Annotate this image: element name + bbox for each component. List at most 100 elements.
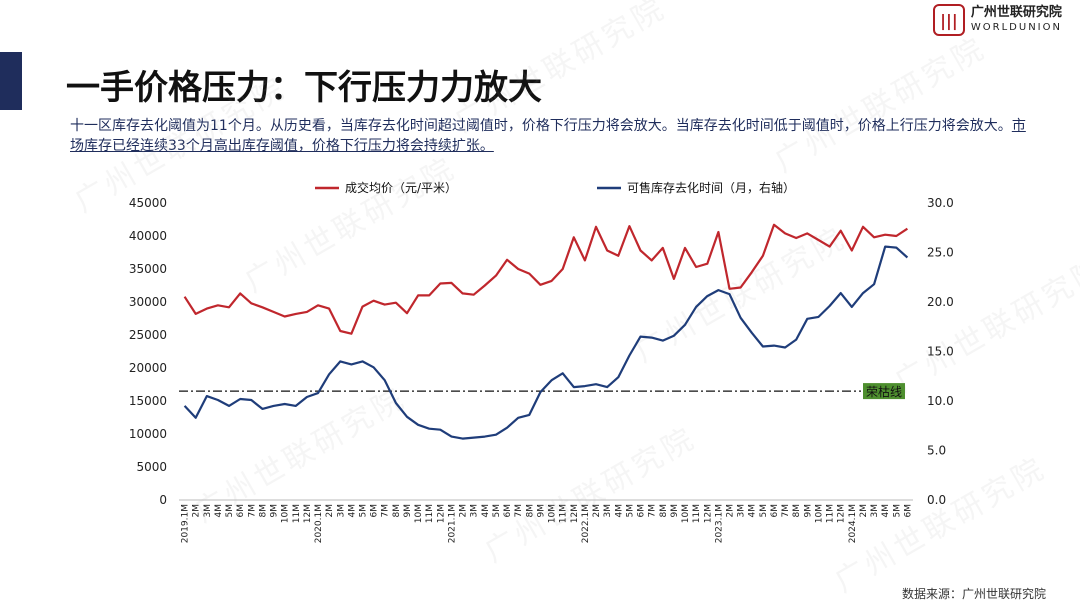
y-right-tick-label: 10.0	[927, 394, 954, 408]
x-tick-label: 3M	[336, 504, 346, 518]
x-tick-label: 9M	[536, 504, 546, 518]
x-tick-label: 4M	[748, 504, 758, 518]
y-left-tick-label: 15000	[129, 394, 167, 408]
y-left-tick-label: 20000	[129, 361, 167, 375]
x-tick-label: 6M	[370, 504, 380, 518]
y-left-tick-label: 10000	[129, 427, 167, 441]
x-tick-label: 2019.1M	[181, 504, 191, 543]
x-tick-label: 7M	[648, 504, 658, 518]
x-tick-label: 8M	[792, 504, 802, 518]
data-source: 数据来源：广州世联研究院	[901, 587, 1046, 601]
x-tick-label: 2024.1M	[848, 504, 858, 543]
x-tick-label: 6M	[236, 504, 246, 518]
x-tick-label: 9M	[803, 504, 813, 518]
threshold-label: 荣枯线	[866, 384, 902, 399]
company-logo: ||| 广州世联研究院 WORLDUNION	[932, 4, 1062, 36]
legend-label-price: 成交均价（元/平米）	[345, 180, 457, 195]
x-tick-label: 5M	[492, 504, 502, 517]
y-left-tick-label: 0	[159, 493, 167, 507]
x-tick-label: 11M	[425, 504, 435, 523]
x-tick-label: 2M	[726, 504, 736, 518]
series-line-inventory	[183, 245, 909, 440]
x-tick-label: 7M	[247, 504, 257, 518]
x-tick-label: 10M	[681, 504, 691, 523]
x-tick-label: 10M	[548, 504, 558, 523]
intro-text: 十一区库存去化阈值为11个月。从历史看，当库存去化时间超过阈值时，价格下行压力将…	[70, 116, 1030, 156]
x-tick-label: 11M	[692, 504, 702, 523]
x-tick-label: 10M	[814, 504, 824, 523]
x-tick-label: 7M	[514, 504, 524, 518]
x-tick-label: 9M	[403, 504, 413, 518]
x-tick-label: 6M	[637, 504, 647, 518]
threshold-label-bg	[863, 383, 905, 400]
y-right-tick-label: 25.0	[927, 246, 954, 260]
y-left-tick-label: 30000	[129, 295, 167, 309]
x-tick-label: 12M	[703, 504, 713, 523]
intro-underlined: 市场库存已经连续33个月高出库存阈值，价格下行压力将会持续扩张。	[70, 118, 1026, 154]
x-tick-label: 4M	[347, 504, 357, 518]
x-tick-label: 5M	[625, 504, 635, 518]
y-right-tick-label: 5.0	[927, 444, 946, 458]
x-tick-label: 2021.1M	[447, 504, 457, 543]
x-tick-label: 7M	[781, 504, 791, 518]
logo-mark-icon: |||	[932, 4, 965, 36]
y-left-tick-label: 40000	[129, 229, 167, 243]
x-tick-label: 8M	[659, 504, 669, 518]
legend-label-inventory: 可售库存去化时间（月，右轴）	[627, 180, 795, 195]
x-tick-label: 2M	[859, 504, 869, 518]
x-tick-label: 2M	[459, 504, 469, 518]
y-right-tick-label: 30.0	[927, 196, 954, 210]
x-tick-label: 3M	[603, 504, 613, 518]
logo-en: WORLDUNION	[970, 22, 1062, 33]
x-tick-label: 2023.1M	[714, 504, 724, 543]
series-line-price	[183, 223, 909, 335]
x-tick-label: 2M	[192, 504, 202, 518]
x-tick-label: 2M	[325, 504, 335, 518]
x-tick-label: 11M	[826, 504, 836, 523]
x-tick-label: 2020.1M	[314, 504, 324, 543]
x-tick-label: 5M	[359, 504, 369, 518]
x-tick-label: 11M	[559, 504, 569, 523]
x-tick-label: 3M	[203, 504, 213, 518]
x-tick-label: 6M	[903, 504, 913, 518]
x-tick-label: 3M	[737, 504, 747, 518]
x-tick-label: 7M	[381, 504, 391, 518]
x-tick-label: 3M	[870, 504, 880, 518]
y-right-tick-label: 15.0	[927, 345, 954, 359]
x-tick-label: 9M	[670, 504, 680, 518]
x-tick-label: 3M	[470, 504, 480, 518]
x-tick-label: 12M	[303, 504, 313, 523]
x-tick-label: 4M	[614, 504, 624, 518]
x-tick-label: 8M	[392, 504, 402, 518]
x-tick-label: 12M	[570, 504, 580, 523]
title-accent-bar	[0, 52, 22, 110]
page-title: 一手价格压力：下行压力力放大	[66, 68, 542, 108]
x-tick-label: 8M	[525, 504, 535, 518]
x-tick-label: 11M	[292, 504, 302, 523]
x-tick-label: 12M	[837, 504, 847, 523]
y-right-tick-label: 20.0	[927, 295, 954, 309]
x-tick-label: 2M	[592, 504, 602, 518]
x-tick-label: 5M	[892, 504, 902, 518]
x-tick-label: 6M	[503, 504, 513, 518]
y-left-tick-label: 35000	[129, 262, 167, 276]
x-tick-label: 9M	[270, 504, 280, 518]
x-tick-label: 6M	[770, 504, 780, 518]
x-tick-label: 4M	[481, 504, 491, 518]
y-left-tick-label: 45000	[129, 196, 167, 210]
x-tick-label: 5M	[759, 504, 769, 518]
intro-plain: 十一区库存去化阈值为11个月。从历史看，当库存去化时间超过阈值时，价格下行压力将…	[70, 118, 1012, 134]
x-tick-label: 10M	[414, 504, 424, 523]
x-tick-label: 2022.1M	[581, 504, 591, 543]
x-tick-label: 4M	[214, 504, 224, 518]
y-left-tick-label: 25000	[129, 328, 167, 342]
y-left-tick-label: 5000	[136, 460, 167, 474]
x-tick-label: 12M	[436, 504, 446, 523]
x-tick-label: 10M	[281, 504, 291, 523]
x-tick-label: 8M	[258, 504, 268, 518]
y-right-tick-label: 0.0	[927, 493, 946, 507]
logo-cn: 广州世联研究院	[970, 5, 1062, 20]
x-tick-label: 5M	[225, 504, 235, 518]
x-tick-label: 4M	[881, 504, 891, 518]
